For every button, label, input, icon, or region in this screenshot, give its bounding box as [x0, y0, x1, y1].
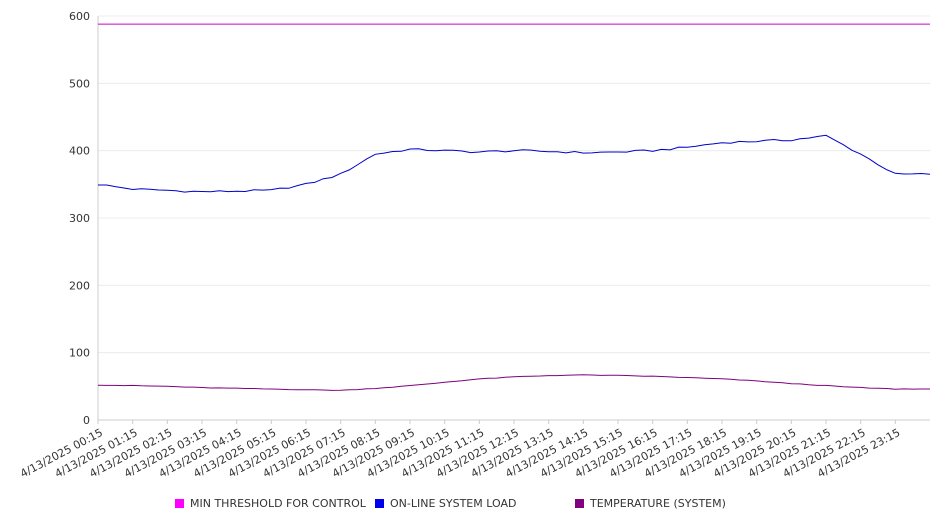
- y-tick-label: 0: [83, 414, 90, 427]
- legend-item-min-threshold[interactable]: MIN THRESHOLD FOR CONTROL: [175, 497, 366, 510]
- legend-item-system-load[interactable]: ON-LINE SYSTEM LOAD: [375, 497, 516, 510]
- legend-swatch-min-threshold: [175, 499, 184, 508]
- y-axis-ticks: 0 100 200 300 400 500 600: [69, 10, 90, 427]
- series-lines: [97, 23, 931, 391]
- legend-label-system-load: ON-LINE SYSTEM LOAD: [390, 497, 517, 510]
- legend: MIN THRESHOLD FOR CONTROL ON-LINE SYSTEM…: [0, 497, 946, 513]
- temperature-line: [97, 374, 930, 391]
- y-tick-label: 100: [69, 347, 90, 360]
- y-tick-label: 600: [69, 10, 90, 23]
- legend-label-temperature: TEMPERATURE (SYSTEM): [590, 497, 726, 510]
- legend-swatch-system-load: [375, 499, 384, 508]
- legend-label-min-threshold: MIN THRESHOLD FOR CONTROL: [190, 497, 366, 510]
- x-axis-ticks: 4/13/2025 00:154/13/2025 01:154/13/2025 …: [18, 420, 902, 480]
- y-tick-label: 500: [69, 77, 90, 90]
- y-tick-label: 200: [69, 279, 90, 292]
- y-tick-label: 300: [69, 212, 90, 225]
- legend-swatch-temperature: [575, 499, 584, 508]
- system-load-line: [98, 134, 931, 193]
- legend-item-temperature[interactable]: TEMPERATURE (SYSTEM): [575, 497, 726, 510]
- gridlines: [98, 15, 930, 354]
- y-tick-label: 400: [69, 145, 90, 158]
